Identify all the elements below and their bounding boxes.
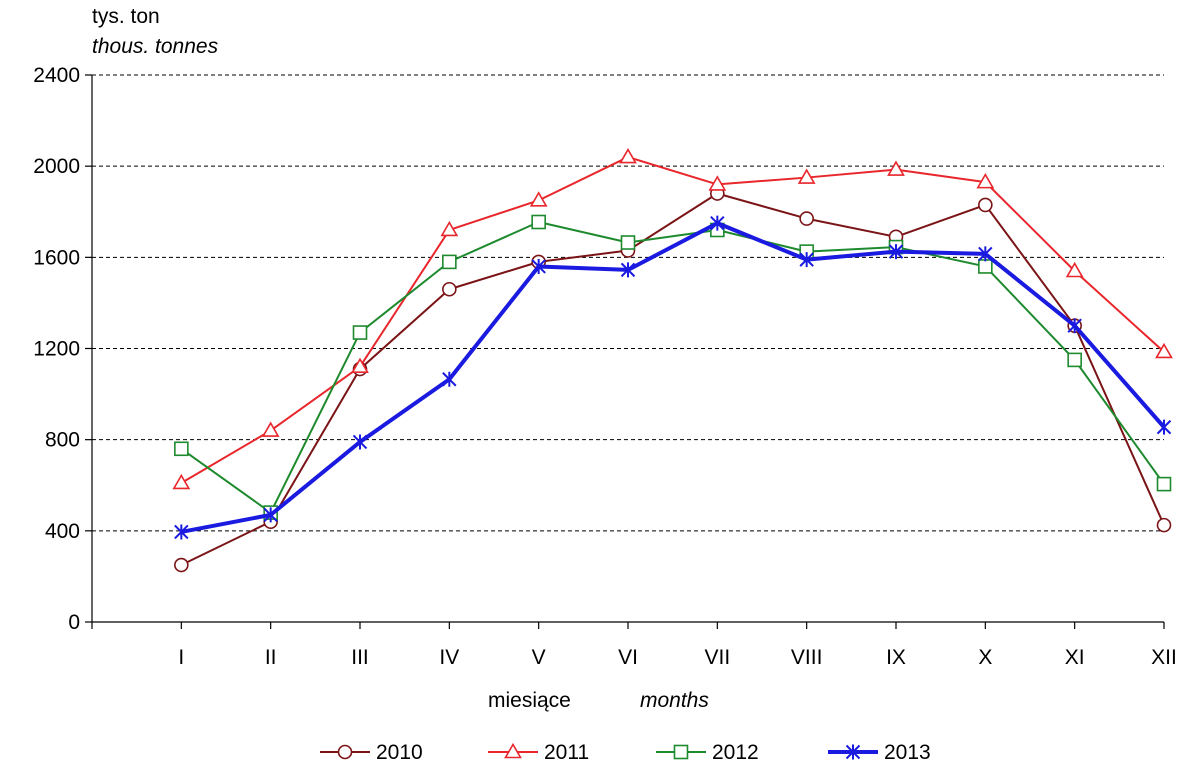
gridlines xyxy=(92,74,1164,532)
data-point xyxy=(887,160,905,176)
data-point xyxy=(1067,318,1082,334)
data-point xyxy=(619,147,637,164)
y-tick-label: 2400 xyxy=(33,64,80,87)
x-axis-title: miesiące xyxy=(488,689,571,712)
data-point xyxy=(1067,352,1082,368)
series-line xyxy=(180,192,1165,566)
legend-item: 2011 xyxy=(488,741,589,764)
data-point xyxy=(174,557,189,573)
series-2011 xyxy=(172,147,1173,490)
data-point xyxy=(710,215,725,231)
data-point xyxy=(440,220,459,237)
data-point xyxy=(529,191,548,207)
data-point xyxy=(620,262,636,278)
y-tick-label: 1600 xyxy=(33,246,80,269)
data-point xyxy=(620,235,636,250)
data-point xyxy=(351,357,369,374)
legend-marker xyxy=(337,744,353,760)
data-point xyxy=(352,325,368,340)
y-tick-label: 0 xyxy=(68,611,80,634)
x-tick-label: IV xyxy=(439,646,459,669)
legend-label: 2010 xyxy=(376,741,423,764)
data-point xyxy=(1156,517,1172,533)
data-point xyxy=(442,254,457,270)
x-tick-label: IX xyxy=(886,646,906,669)
legend-marker xyxy=(845,744,861,760)
y-tick-label: 400 xyxy=(45,520,80,543)
legend-label: 2013 xyxy=(884,741,931,764)
legend-label: 2012 xyxy=(712,741,759,764)
x-tick-label: I xyxy=(178,646,184,669)
data-point xyxy=(531,214,546,230)
series-2013 xyxy=(174,215,1172,540)
x-tick-label: VIII xyxy=(791,646,823,669)
data-point xyxy=(799,211,814,226)
data-point xyxy=(263,507,278,523)
data-point xyxy=(1156,419,1172,435)
x-tick-label: V xyxy=(532,646,546,669)
data-point xyxy=(261,421,280,437)
legend-item: 2012 xyxy=(656,741,759,764)
data-point xyxy=(1065,261,1084,278)
data-point xyxy=(531,258,546,274)
data-point xyxy=(888,244,904,260)
x-tick-label: VII xyxy=(704,646,730,669)
data-point xyxy=(174,441,189,457)
y-tick-label: 800 xyxy=(45,429,80,452)
data-point xyxy=(797,168,816,184)
data-point xyxy=(1156,476,1172,492)
data-point xyxy=(976,173,995,189)
data-point xyxy=(172,473,191,490)
x-tick-label: II xyxy=(265,646,277,669)
x-tick-label: XII xyxy=(1151,646,1177,669)
data-point xyxy=(1155,342,1173,359)
data-point xyxy=(799,252,814,268)
plot-area-series xyxy=(172,147,1173,573)
series-line xyxy=(180,221,1165,514)
y-axis-ticks: 0 400 800 1200 1600 2000 2400 xyxy=(33,64,92,634)
series-line xyxy=(180,156,1165,484)
x-tick-label: III xyxy=(351,646,369,669)
legend-item: 2010 xyxy=(320,741,423,764)
x-tick-label: XI xyxy=(1065,646,1085,669)
data-point xyxy=(978,259,993,274)
legend-marker xyxy=(673,744,689,760)
y-tick-label: 1200 xyxy=(33,338,80,361)
data-point xyxy=(442,371,457,387)
series-line xyxy=(180,221,1166,534)
y-unit-label: tys. ton xyxy=(92,5,160,28)
legend-marker xyxy=(504,742,522,759)
y-tick-label: 2000 xyxy=(33,155,80,178)
data-point xyxy=(352,434,368,450)
data-point xyxy=(978,197,993,213)
legend-item: 2013 xyxy=(828,741,931,764)
x-axis-title-en: months xyxy=(640,689,709,712)
x-axis-ticks: I II III IV V VI VII VIII IX X XI XII xyxy=(91,622,1177,669)
legend: 2010 2011 2012 2013 xyxy=(320,741,931,764)
x-tick-label: X xyxy=(978,646,992,669)
data-point xyxy=(978,246,993,262)
data-point xyxy=(442,281,457,297)
legend-label: 2011 xyxy=(544,741,589,764)
data-point xyxy=(708,175,727,191)
data-point xyxy=(174,524,189,540)
y-unit-label-en: thous. tonnes xyxy=(92,35,219,58)
x-tick-label: VI xyxy=(618,646,638,669)
